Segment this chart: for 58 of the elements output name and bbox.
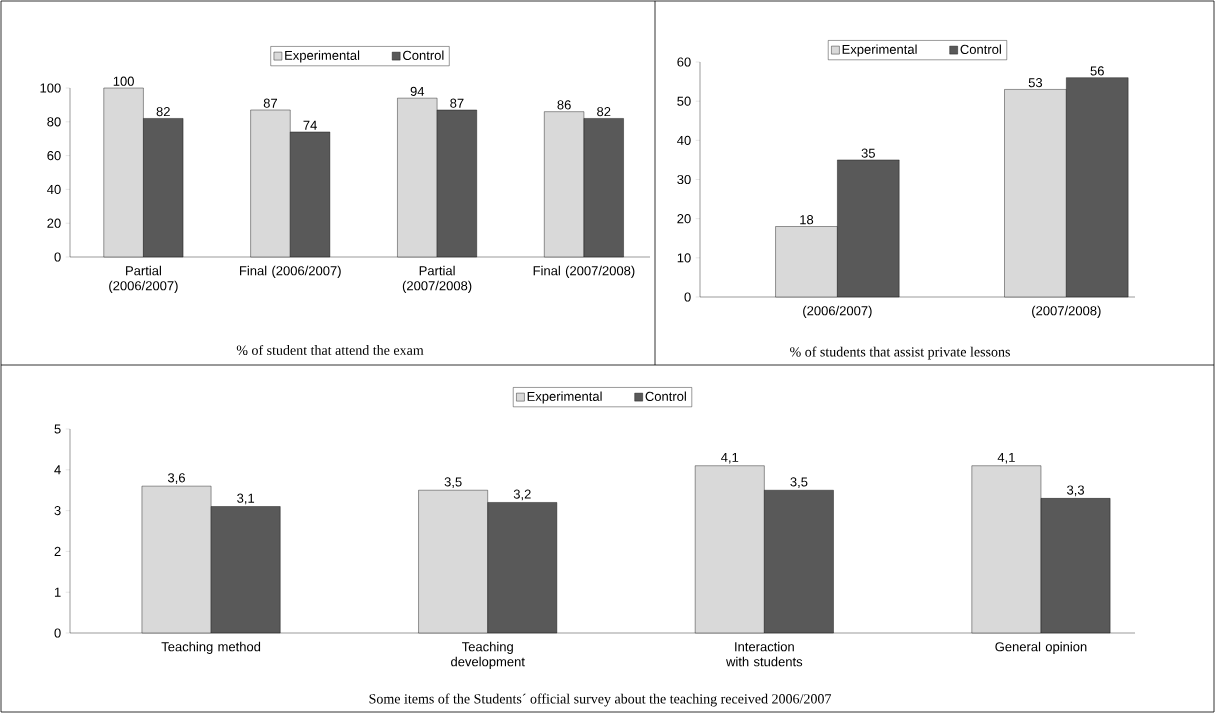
y-tick-label: 10 [677,253,691,263]
data-label: 82 [156,107,170,117]
x-tick-label: (2007/2008) [1032,305,1101,318]
y-tick-label: 0 [54,628,61,638]
text: Some items of the Students´ official survey about the teaching received 2006/2007 [369,693,832,707]
legend-label: Experimental [527,391,602,404]
y-tick-label: 0 [54,252,61,262]
legend-label: Experimental [285,50,360,63]
data-label: 18 [800,215,814,225]
data-label: 35 [861,148,875,158]
data-label: 3,5 [444,477,462,489]
data-label: 74 [303,120,317,130]
data-label: 3,1 [237,493,255,505]
data-label: 86 [557,100,571,110]
data-label: 3,2 [513,489,531,501]
data-label: 56 [1090,66,1104,76]
y-tick-label: 1 [54,587,61,597]
data-label: 87 [450,98,464,108]
y-tick-label: 60 [47,151,61,161]
x-tick-label: (2006/2007) [803,305,872,318]
y-tick-label: 40 [47,184,61,195]
text: % of student that attend the exam [236,344,424,356]
y-tick-label: 60 [677,57,691,67]
y-tick-label: 80 [47,117,61,127]
y-tick-label: 30 [677,174,691,185]
data-label: 82 [597,107,611,117]
y-tick-label: 20 [677,214,691,224]
legend-label: Experimental [842,44,917,57]
data-label: 53 [1028,78,1043,88]
y-tick-label: 40 [677,135,691,145]
data-label: 4,1 [997,452,1015,464]
data-label: 3,3 [1067,485,1085,497]
data-label: 4,1 [721,452,739,464]
x-tick-label: Teaching method [161,641,261,654]
data-label: 94 [410,86,425,96]
y-tick-label: 3 [54,506,61,516]
data-label: 3,6 [167,473,185,484]
y-tick-label: 4 [54,465,61,475]
y-tick-label: 50 [677,96,691,106]
x-tick-label: Teaching development [451,641,525,669]
y-tick-label: 5 [54,424,61,434]
y-tick-label: 20 [47,218,61,228]
x-tick-label: Partial (2007/2008) [402,265,472,293]
legend-label: Control [645,391,686,401]
y-tick-label: 100 [40,83,61,93]
y-tick-label: 2 [54,546,61,556]
data-label: 3,5 [790,477,808,489]
data-label: 87 [263,98,277,108]
text: % of students that assist private lessons [790,346,1010,360]
x-tick-label: Partial (2006/2007) [109,265,178,293]
x-tick-label: Final (2007/2008) [533,265,635,278]
data-label: 100 [113,76,134,86]
x-tick-label: Interaction with students [726,641,803,667]
y-tick-label: 0 [684,292,691,302]
x-tick-label: General opinion [995,641,1087,654]
x-tick-label: Final (2006/2007) [240,265,341,278]
legend-label: Control [960,44,1001,54]
legend-label: Control [403,50,444,60]
